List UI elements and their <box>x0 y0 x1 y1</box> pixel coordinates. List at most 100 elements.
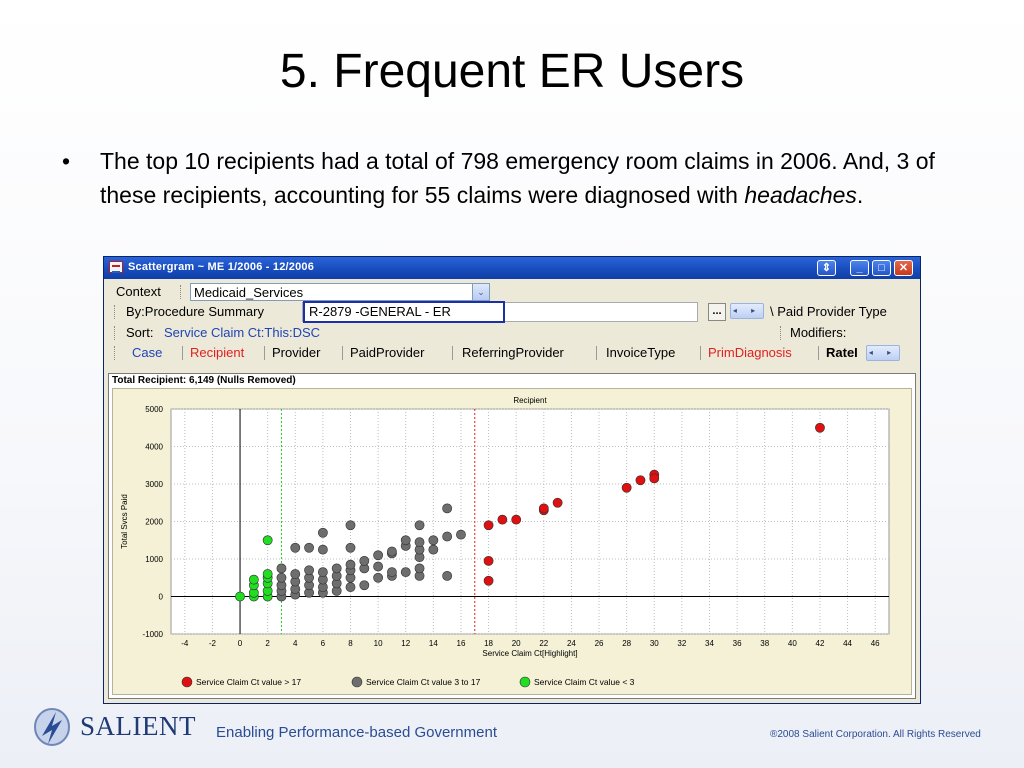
tab-paidprovider[interactable]: PaidProvider <box>350 345 425 360</box>
y-tick-label: 3000 <box>145 480 163 489</box>
tab-divider <box>264 346 265 360</box>
scattergram-window: Scattergram ~ ME 1/2006 - 12/2006 ⇕ _ □ … <box>103 256 921 704</box>
bullet-text: The top 10 recipients had a total of 798… <box>100 144 960 212</box>
x-tick-label: 0 <box>238 639 243 648</box>
bullet-text-main: The top 10 recipients had a total of 798… <box>100 148 935 208</box>
y-tick-label: 0 <box>159 593 164 602</box>
tab-divider <box>342 346 343 360</box>
x-tick-label: 20 <box>512 639 521 648</box>
scroll-arrows-icon[interactable]: ◂ ▸ <box>730 303 764 319</box>
data-point <box>635 475 646 486</box>
data-point <box>428 535 439 546</box>
browse-button[interactable]: ... <box>708 303 726 321</box>
toolbar-grip <box>114 346 118 360</box>
legend-marker <box>519 676 531 688</box>
context-row: Context Medicaid_Services ⌄ <box>110 282 918 302</box>
chart-title: Recipient <box>513 396 547 405</box>
tab-case[interactable]: Case <box>132 345 163 360</box>
tab-divider <box>596 346 597 360</box>
data-point <box>414 563 425 574</box>
data-point <box>262 569 273 579</box>
x-tick-label: 14 <box>429 639 438 648</box>
legend-marker <box>351 676 363 688</box>
modifiers-label[interactable]: Modifiers: <box>790 325 847 340</box>
x-tick-label: 12 <box>401 639 410 648</box>
data-point <box>359 580 370 591</box>
x-tick-label: 4 <box>293 639 298 648</box>
x-tick-label: 6 <box>321 639 326 648</box>
slide-title: 5. Frequent ER Users <box>279 45 745 98</box>
legend-label: Service Claim Ct value < 3 <box>534 677 635 687</box>
paid-provider-type-label[interactable]: \ Paid Provider Type <box>770 304 887 319</box>
y-tick-label: -1000 <box>143 630 164 639</box>
procedure-value: R-2879 -GENERAL - ER <box>309 304 451 319</box>
y-axis-label: Total Svcs Paid <box>120 494 129 549</box>
data-point <box>373 561 384 572</box>
toolbar-grip <box>114 305 118 319</box>
tab-divider <box>182 346 183 360</box>
tab-referringprovider[interactable]: ReferringProvider <box>462 345 564 360</box>
x-tick-label: 24 <box>567 639 576 648</box>
minimize-button[interactable]: _ <box>850 260 869 276</box>
sort-label: Sort: <box>126 325 154 340</box>
data-point <box>815 422 825 433</box>
x-tick-label: 46 <box>871 639 880 648</box>
data-point <box>290 542 301 553</box>
data-point <box>483 520 494 531</box>
data-point <box>400 535 411 546</box>
legend-label: Service Claim Ct value 3 to 17 <box>366 677 481 687</box>
data-point <box>483 575 494 586</box>
data-point <box>262 535 273 546</box>
footer-copyright: ®2008 Salient Corporation. All Rights Re… <box>770 729 981 740</box>
x-tick-label: 26 <box>595 639 604 648</box>
close-button[interactable]: ✕ <box>894 260 913 276</box>
context-select[interactable]: Medicaid_Services ⌄ <box>190 283 490 301</box>
data-point <box>373 572 384 583</box>
x-tick-label: 2 <box>265 639 270 648</box>
total-recipient-label: Total Recipient: 6,149 (Nulls Removed) <box>112 375 296 386</box>
sort-value[interactable]: Service Claim Ct:This:DSC <box>164 325 321 340</box>
x-axis-label: Service Claim Ct[Highlight] <box>482 649 577 658</box>
context-label: Context <box>116 284 161 299</box>
footer-tagline: Enabling Performance-based Government <box>216 724 497 741</box>
data-point <box>511 514 522 525</box>
tab-scroll-arrows-icon[interactable]: ◂ ▸ <box>866 345 900 361</box>
data-point <box>442 570 453 581</box>
data-point <box>331 563 342 574</box>
sort-row: Sort: Service Claim Ct:This:DSC Modifier… <box>110 323 918 343</box>
data-point <box>317 567 328 578</box>
toolbar-grip <box>180 285 184 299</box>
x-tick-label: 8 <box>348 639 353 648</box>
data-point <box>414 537 425 548</box>
data-point <box>621 482 632 493</box>
x-tick-label: 34 <box>705 639 714 648</box>
tab-provider[interactable]: Provider <box>272 345 321 360</box>
y-tick-label: 1000 <box>145 555 163 564</box>
scatter-chart[interactable]: -4 -2 0 2 4 6 8 10 12 14 16 18 20 22 24 26 28 30 32 34 36 38 4… <box>113 389 911 694</box>
window-titlebar[interactable]: Scattergram ~ ME 1/2006 - 12/2006 ⇕ _ □ … <box>104 257 920 279</box>
x-tick-label: 30 <box>650 639 659 648</box>
data-point <box>345 582 356 593</box>
data-point <box>373 550 384 561</box>
x-tick-label: 38 <box>760 639 769 648</box>
data-point <box>317 527 328 538</box>
tab-ratei[interactable]: RateI <box>826 345 858 360</box>
chevron-down-icon[interactable]: ⌄ <box>472 284 489 300</box>
tab-primdiagnosis[interactable]: PrimDiagnosis <box>708 345 792 360</box>
data-point <box>649 473 660 484</box>
toolbar-grip <box>114 326 118 340</box>
x-tick-label: 18 <box>484 639 493 648</box>
tab-divider <box>818 346 819 360</box>
tab-invoicetype[interactable]: InvoiceType <box>606 345 676 360</box>
data-point <box>304 542 314 553</box>
procedure-value-highlight[interactable]: R-2879 -GENERAL - ER <box>303 301 505 323</box>
data-point <box>456 529 466 540</box>
maximize-button[interactable]: □ <box>872 260 891 276</box>
restore-button[interactable]: ⇕ <box>817 260 836 276</box>
x-tick-label: 36 <box>733 639 742 648</box>
tab-recipient[interactable]: Recipient <box>190 345 245 360</box>
by-row: By:Procedure Summary R-2879 -GENERAL - E… <box>110 301 918 323</box>
bullet-text-italic: headaches <box>744 182 857 208</box>
y-tick-label: 5000 <box>145 405 163 414</box>
data-point <box>359 555 370 566</box>
